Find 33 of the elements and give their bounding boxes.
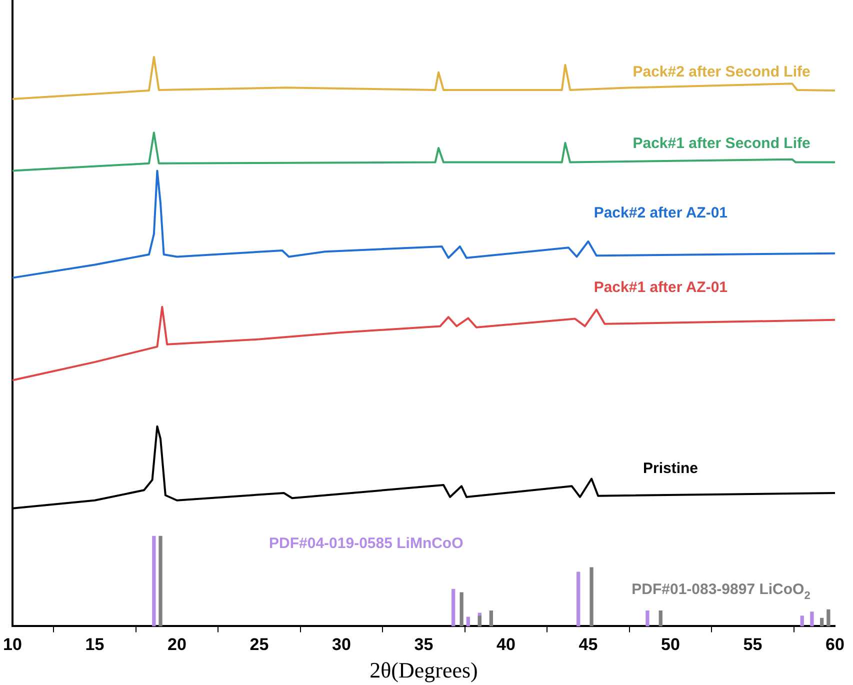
text: PDF#04-019-0585 LiMnCoO (269, 535, 464, 552)
bar (466, 616, 470, 626)
series-label: Pack#1 after Second Life (632, 135, 810, 152)
bar (646, 610, 650, 626)
series-label: Pack#2 after AZ-01 (594, 204, 728, 222)
bar (158, 536, 162, 626)
x-tick-label: 35 (414, 635, 434, 654)
bar (658, 610, 662, 626)
x-tick-label: 10 (2, 635, 22, 654)
x-tick-label: 60 (826, 635, 844, 654)
x-tick-label: 20 (168, 635, 186, 654)
bar (826, 609, 830, 626)
bar (452, 588, 456, 626)
bar (820, 618, 824, 626)
x-tick-label: 15 (85, 635, 104, 654)
series-label: Pack#2 after Second Life (632, 64, 810, 81)
bar (800, 616, 804, 626)
x-axis-title: 2θ(Degrees) (370, 658, 478, 683)
bar (478, 616, 482, 626)
bar (590, 567, 594, 626)
x-tick-label: 45 (578, 635, 598, 654)
x-tick-label: 25 (250, 635, 269, 654)
bar (576, 572, 580, 626)
bar (460, 592, 464, 626)
series-label: Pack#1 after AZ-01 (594, 278, 728, 296)
x-tick-label: 55 (743, 635, 762, 654)
series-label: Pristine (642, 460, 698, 477)
bar (152, 536, 156, 626)
x-tick-label: 30 (332, 635, 351, 654)
x-tick-label: 50 (661, 635, 680, 654)
bar (810, 612, 814, 626)
bar (489, 610, 494, 626)
x-tick-label: 40 (496, 635, 516, 654)
